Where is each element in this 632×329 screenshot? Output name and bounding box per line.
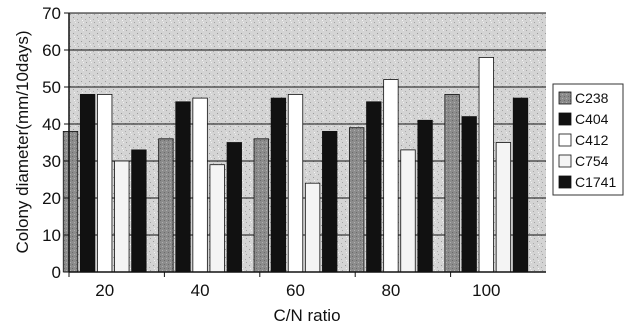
bar-c754-40 [209, 164, 225, 273]
bar-c754-80 [400, 149, 416, 273]
legend-label-c238: C238 [575, 90, 609, 106]
bar-c238-80 [349, 127, 365, 273]
legend-swatch-c412 [558, 133, 572, 147]
legend-label-c1741: C1741 [575, 174, 616, 190]
bar-c412-20 [97, 94, 113, 273]
legend-label-c412: C412 [575, 132, 609, 148]
bar-c238-40 [158, 138, 174, 273]
x-tick-label-40: 40 [191, 281, 210, 300]
y-tick-label: 40 [42, 115, 61, 134]
bar-c412-60 [287, 94, 304, 273]
legend: C238 C404 C412 C754 C1741 [552, 83, 624, 196]
y-tick-label: 50 [42, 78, 61, 97]
bar-c238-60 [253, 138, 269, 273]
x-tick-label-60: 60 [286, 281, 305, 300]
y-tick-label: 20 [42, 189, 61, 208]
bar-c412-100 [478, 57, 494, 273]
y-tick-label: 70 [42, 4, 61, 23]
x-tick-label-20: 20 [95, 281, 114, 300]
bar-c1741-100 [512, 97, 529, 273]
legend-label-c754: C754 [575, 153, 609, 169]
bar-c238-20 [62, 130, 79, 273]
bar-c238-100 [444, 94, 460, 273]
bar-c404-60 [270, 97, 287, 273]
y-tick-labels: 0 10 20 30 40 50 60 70 [42, 4, 69, 282]
y-tick-label: 10 [42, 226, 61, 245]
x-tick-label-100: 100 [472, 281, 500, 300]
x-tick-label-80: 80 [381, 281, 400, 300]
legend-swatch-c754 [558, 154, 572, 168]
y-axis-title: Colony diameter(mm/10days) [13, 31, 32, 254]
bar-c1741-80 [417, 119, 433, 273]
legend-label-c404: C404 [575, 111, 609, 127]
bar-c404-100 [461, 116, 477, 273]
legend-swatch-c404 [558, 112, 572, 126]
x-tick-labels: 20 40 60 80 100 [68, 272, 500, 300]
bar-c1741-20 [131, 149, 147, 273]
bar-c754-60 [304, 182, 321, 273]
bar-c754-20 [114, 160, 130, 273]
bar-c754-100 [495, 142, 512, 273]
y-tick-label: 60 [42, 41, 61, 60]
x-axis-title: C/N ratio [273, 306, 340, 325]
bar-c404-80 [366, 101, 382, 273]
bar-c412-80 [383, 79, 399, 273]
y-tick-label: 0 [52, 263, 61, 282]
legend-swatch-c238 [558, 91, 572, 105]
bar-c404-40 [175, 101, 191, 273]
legend-swatch-c1741 [558, 175, 572, 189]
bar-c1741-40 [226, 142, 242, 273]
bars [62, 57, 529, 273]
bar-c412-40 [192, 97, 208, 273]
bar-c1741-60 [322, 130, 338, 273]
bar-c404-20 [79, 94, 96, 273]
y-tick-label: 30 [42, 152, 61, 171]
